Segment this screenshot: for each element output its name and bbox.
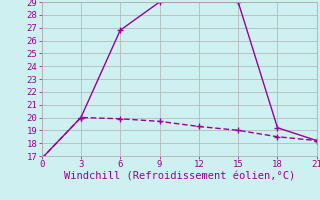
X-axis label: Windchill (Refroidissement éolien,°C): Windchill (Refroidissement éolien,°C)	[64, 172, 295, 182]
